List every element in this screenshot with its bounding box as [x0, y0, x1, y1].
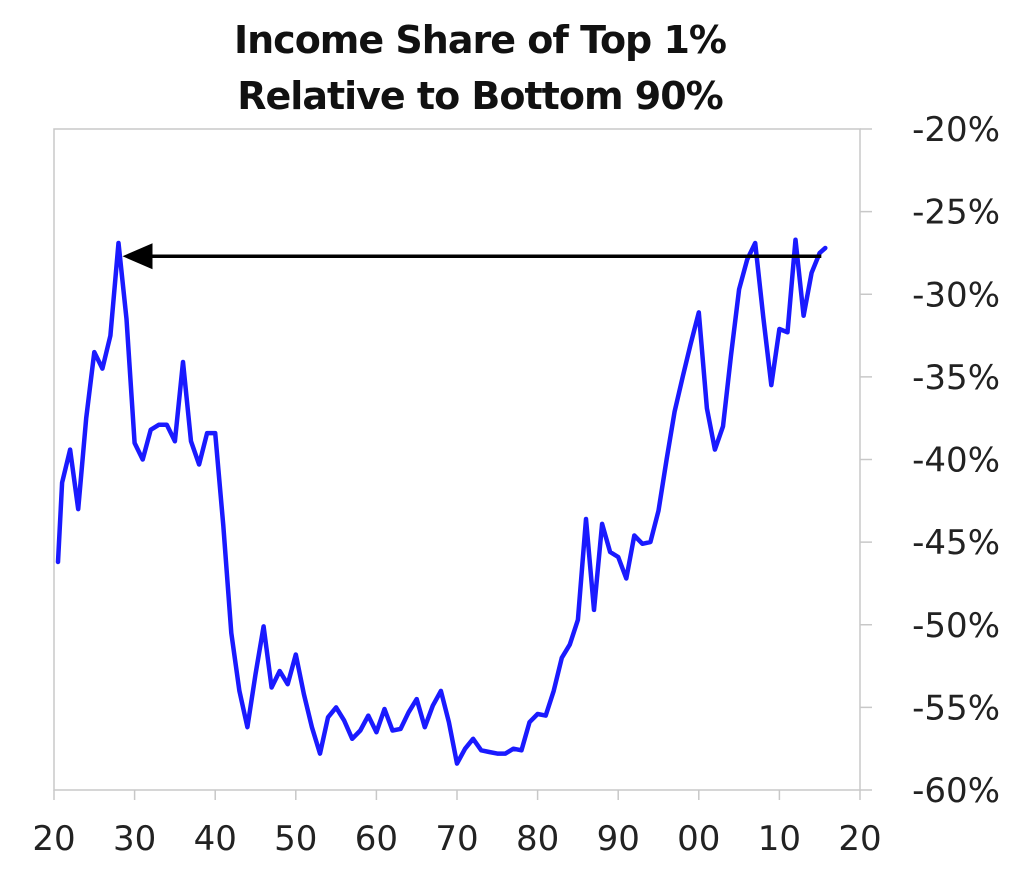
y-tick-label: -20% [912, 110, 1000, 150]
x-tick-label: 10 [758, 819, 801, 859]
x-tick-label: 80 [516, 819, 559, 859]
x-tick-label: 00 [677, 819, 720, 859]
chart-title-line-1: Income Share of Top 1% [233, 18, 727, 62]
x-tick-label: 20 [838, 819, 881, 859]
x-tick-label: 20 [32, 819, 75, 859]
x-tick-label: 90 [597, 819, 640, 859]
y-tick-label: -40% [912, 441, 1000, 481]
y-tick-label: -25% [912, 193, 1000, 233]
series-line [55, 237, 828, 766]
y-tick-label: -60% [912, 771, 1000, 811]
arrow-head [122, 243, 153, 270]
y-tick-label: -50% [912, 606, 1000, 646]
x-tick-label: 70 [435, 819, 478, 859]
y-tick-label: -45% [912, 523, 1000, 563]
x-tick-label: 30 [113, 819, 156, 859]
x-tick-label: 40 [194, 819, 237, 859]
x-tick-label: 60 [355, 819, 398, 859]
chart-title-line-2: Relative to Bottom 90% [237, 74, 723, 118]
x-tick-label: 50 [274, 819, 317, 859]
plot-frame [53, 128, 861, 791]
y-tick-label: -30% [912, 275, 1000, 315]
y-tick-label: -55% [912, 688, 1000, 728]
y-tick-label: -35% [912, 358, 1000, 398]
